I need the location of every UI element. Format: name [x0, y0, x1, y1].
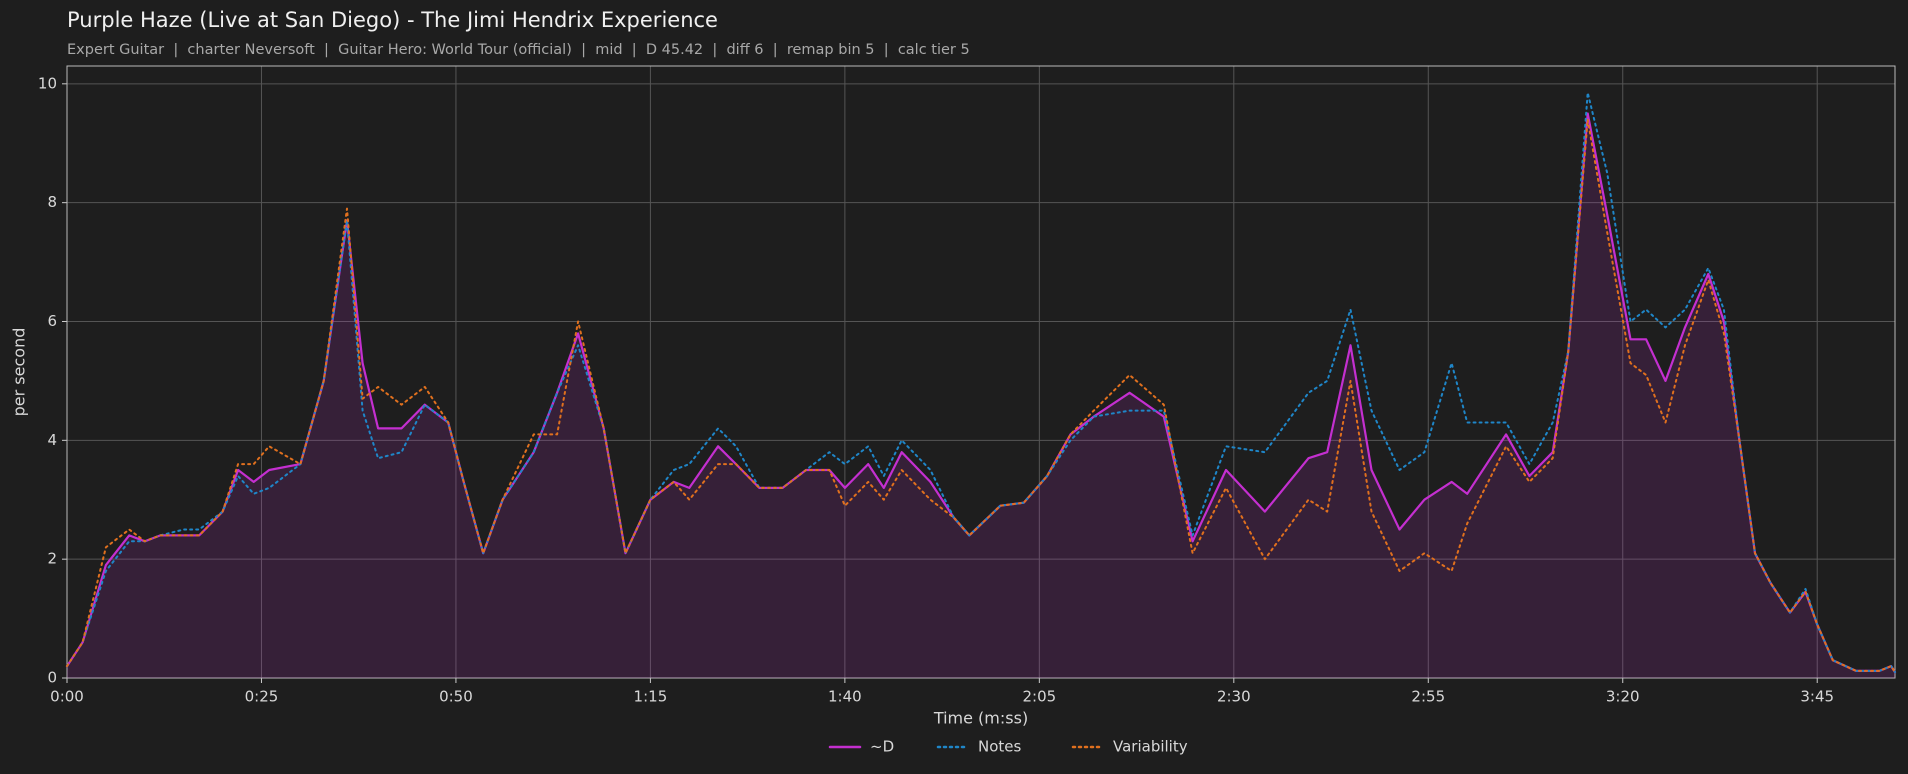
area [67, 113, 1895, 678]
plot-frame [66, 65, 1896, 679]
y-tick-label: 6 [47, 312, 57, 330]
y-tick-label: 0 [47, 669, 57, 687]
y-tick-label: 4 [47, 431, 57, 449]
legend-label: Variability [1113, 738, 1188, 756]
x-tick-label: 1:15 [634, 688, 668, 706]
x-tick-label: 0:50 [439, 688, 473, 706]
y-tick-label: 2 [47, 550, 57, 568]
y-axis-label: per second [10, 328, 29, 417]
x-tick-label: 0:25 [245, 688, 279, 706]
x-tick-label: 3:20 [1606, 688, 1640, 706]
y-tick-label: 8 [47, 193, 57, 211]
chart-title: Purple Haze (Live at San Diego) - The Ji… [67, 8, 718, 32]
x-tick-label: 2:30 [1217, 688, 1251, 706]
y-tick-label: 10 [38, 74, 57, 92]
x-tick-label: 1:40 [828, 688, 862, 706]
line [66, 91, 1896, 674]
x-tick-label: 2:05 [1022, 688, 1056, 706]
x-tick-label: 0:00 [50, 688, 84, 706]
x-tick-label: 3:45 [1800, 688, 1834, 706]
chart-subtitle: Expert Guitar | charter Neversoft | Guit… [67, 42, 970, 58]
legend-label: ~D [870, 738, 894, 756]
x-tick-label: 2:55 [1411, 688, 1445, 706]
line [66, 118, 1896, 674]
x-axis-label: Time (m:ss) [933, 709, 1028, 728]
legend-label: Notes [978, 738, 1022, 756]
